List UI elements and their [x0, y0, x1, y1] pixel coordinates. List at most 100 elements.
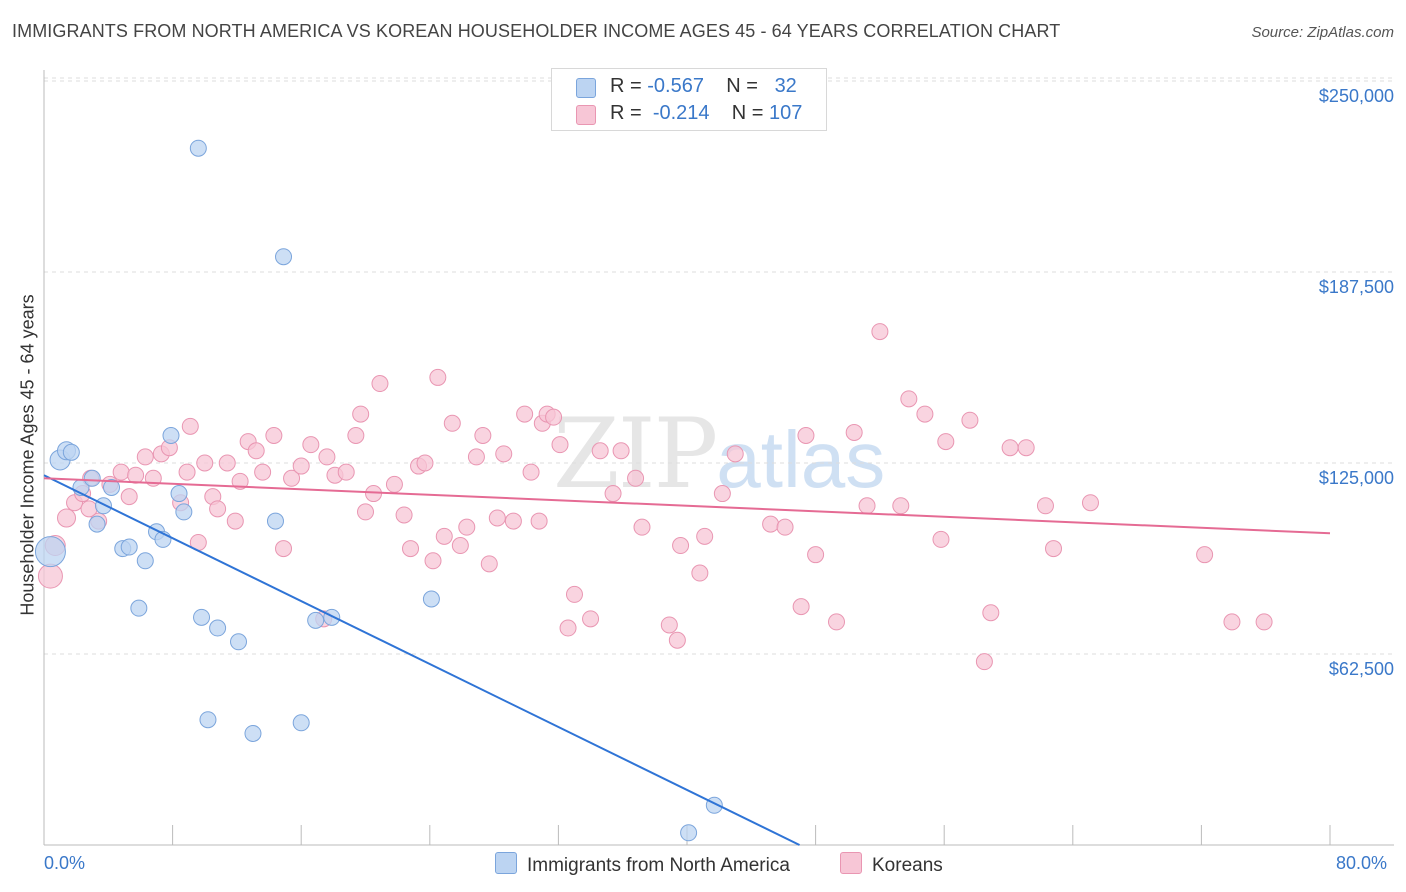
- data-point-koreans: [1196, 546, 1214, 564]
- data-point-koreans: [347, 426, 365, 444]
- data-point-immigrants: [62, 443, 80, 461]
- data-point-koreans: [451, 537, 469, 555]
- data-point-koreans: [136, 448, 154, 466]
- data-point-koreans: [713, 485, 731, 503]
- data-point-koreans: [120, 488, 138, 506]
- data-point-immigrants: [275, 248, 293, 266]
- data-point-koreans: [443, 414, 461, 432]
- data-point-koreans: [660, 616, 678, 634]
- data-point-immigrants: [130, 599, 148, 617]
- data-point-koreans: [668, 631, 686, 649]
- trend-line-immigrants: [43, 474, 800, 846]
- data-point-koreans: [975, 653, 993, 671]
- x-tick-label-min: 0.0%: [44, 853, 86, 873]
- data-point-immigrants: [292, 714, 310, 732]
- data-point-koreans: [480, 555, 498, 573]
- data-point-koreans: [559, 619, 577, 637]
- data-point-koreans: [178, 463, 196, 481]
- x-tick-label-max: 80.0%: [1336, 853, 1388, 873]
- data-point-koreans: [807, 546, 825, 564]
- data-point-koreans: [871, 323, 889, 341]
- source-credit: Source: ZipAtlas.com: [1251, 24, 1394, 41]
- legend-r-value: -0.567: [647, 75, 704, 97]
- data-point-koreans: [226, 512, 244, 530]
- data-point-koreans: [127, 466, 145, 484]
- legend-n-value: 107: [769, 102, 803, 124]
- data-point-koreans: [1223, 613, 1241, 631]
- data-point-koreans: [352, 405, 370, 423]
- data-point-koreans: [1017, 439, 1035, 457]
- y-tick-label-62500: $62,500: [1328, 659, 1394, 679]
- data-point-immigrants: [199, 711, 217, 729]
- y-tick-label-250000: $250,000: [1318, 86, 1394, 106]
- data-point-koreans: [604, 485, 622, 503]
- data-point-koreans: [551, 436, 569, 454]
- data-point-koreans: [961, 411, 979, 429]
- koreans-points: [37, 323, 1273, 671]
- data-point-koreans: [196, 454, 214, 472]
- legend-swatch-blue: [576, 78, 596, 98]
- data-point-koreans: [474, 426, 492, 444]
- bottom-legend-immigrants: Immigrants from North America: [495, 852, 790, 878]
- data-point-immigrants: [266, 512, 284, 530]
- data-point-koreans: [395, 506, 413, 524]
- data-point-koreans: [937, 433, 955, 451]
- data-point-koreans: [691, 564, 709, 582]
- bottom-legend-label-immigrants: Immigrants from North America: [527, 855, 790, 876]
- trend-line-koreans: [43, 477, 1331, 535]
- data-point-immigrants: [162, 426, 180, 444]
- data-point-koreans: [612, 442, 630, 460]
- data-point-koreans: [1001, 439, 1019, 457]
- data-point-koreans: [1255, 613, 1273, 631]
- data-point-koreans: [112, 463, 130, 481]
- data-point-koreans: [565, 585, 583, 603]
- data-point-koreans: [627, 469, 645, 487]
- data-point-koreans: [916, 405, 934, 423]
- data-point-koreans: [37, 563, 63, 589]
- data-point-immigrants: [120, 538, 138, 556]
- data-point-koreans: [696, 527, 714, 545]
- data-point-koreans: [488, 509, 506, 527]
- data-point-koreans: [254, 463, 272, 481]
- data-point-koreans: [545, 408, 563, 426]
- data-point-koreans: [582, 610, 600, 628]
- data-point-koreans: [516, 405, 534, 423]
- data-point-koreans: [337, 463, 355, 481]
- data-point-koreans: [845, 423, 863, 441]
- data-point-koreans: [633, 518, 651, 536]
- data-point-immigrants: [83, 469, 101, 487]
- data-point-immigrants: [307, 611, 325, 629]
- data-point-koreans: [302, 436, 320, 454]
- data-point-koreans: [371, 375, 389, 393]
- legend-n-label: N =: [726, 75, 758, 97]
- watermark-zip: ZIP: [553, 398, 718, 510]
- y-tick-label-187500: $187,500: [1318, 277, 1394, 297]
- data-point-immigrants: [34, 536, 66, 568]
- data-point-immigrants: [103, 478, 121, 496]
- legend-n-label: N =: [731, 102, 764, 124]
- data-point-immigrants: [323, 608, 341, 626]
- data-point-immigrants: [189, 139, 207, 157]
- correlation-legend: R = -0.567 N = 32 R = -0.214 N = 107: [551, 68, 827, 131]
- data-point-immigrants: [680, 824, 698, 842]
- trend-lines: [43, 474, 1331, 846]
- data-point-koreans: [292, 457, 310, 475]
- data-point-koreans: [797, 426, 815, 444]
- data-point-immigrants: [422, 590, 440, 608]
- data-point-immigrants: [170, 485, 188, 503]
- data-point-immigrants: [230, 633, 248, 651]
- data-point-koreans: [858, 497, 876, 515]
- data-point-koreans: [792, 598, 810, 616]
- data-point-koreans: [275, 540, 293, 558]
- data-point-koreans: [247, 442, 265, 460]
- data-point-koreans: [416, 454, 434, 472]
- legend-swatch-pink: [576, 105, 596, 125]
- legend-r-label: R =: [610, 75, 642, 97]
- data-point-koreans: [672, 537, 690, 555]
- data-point-koreans: [283, 469, 301, 487]
- data-point-koreans: [80, 500, 98, 518]
- data-point-koreans: [504, 512, 522, 530]
- data-point-koreans: [932, 530, 950, 548]
- bottom-legend-koreans: Koreans: [840, 852, 943, 878]
